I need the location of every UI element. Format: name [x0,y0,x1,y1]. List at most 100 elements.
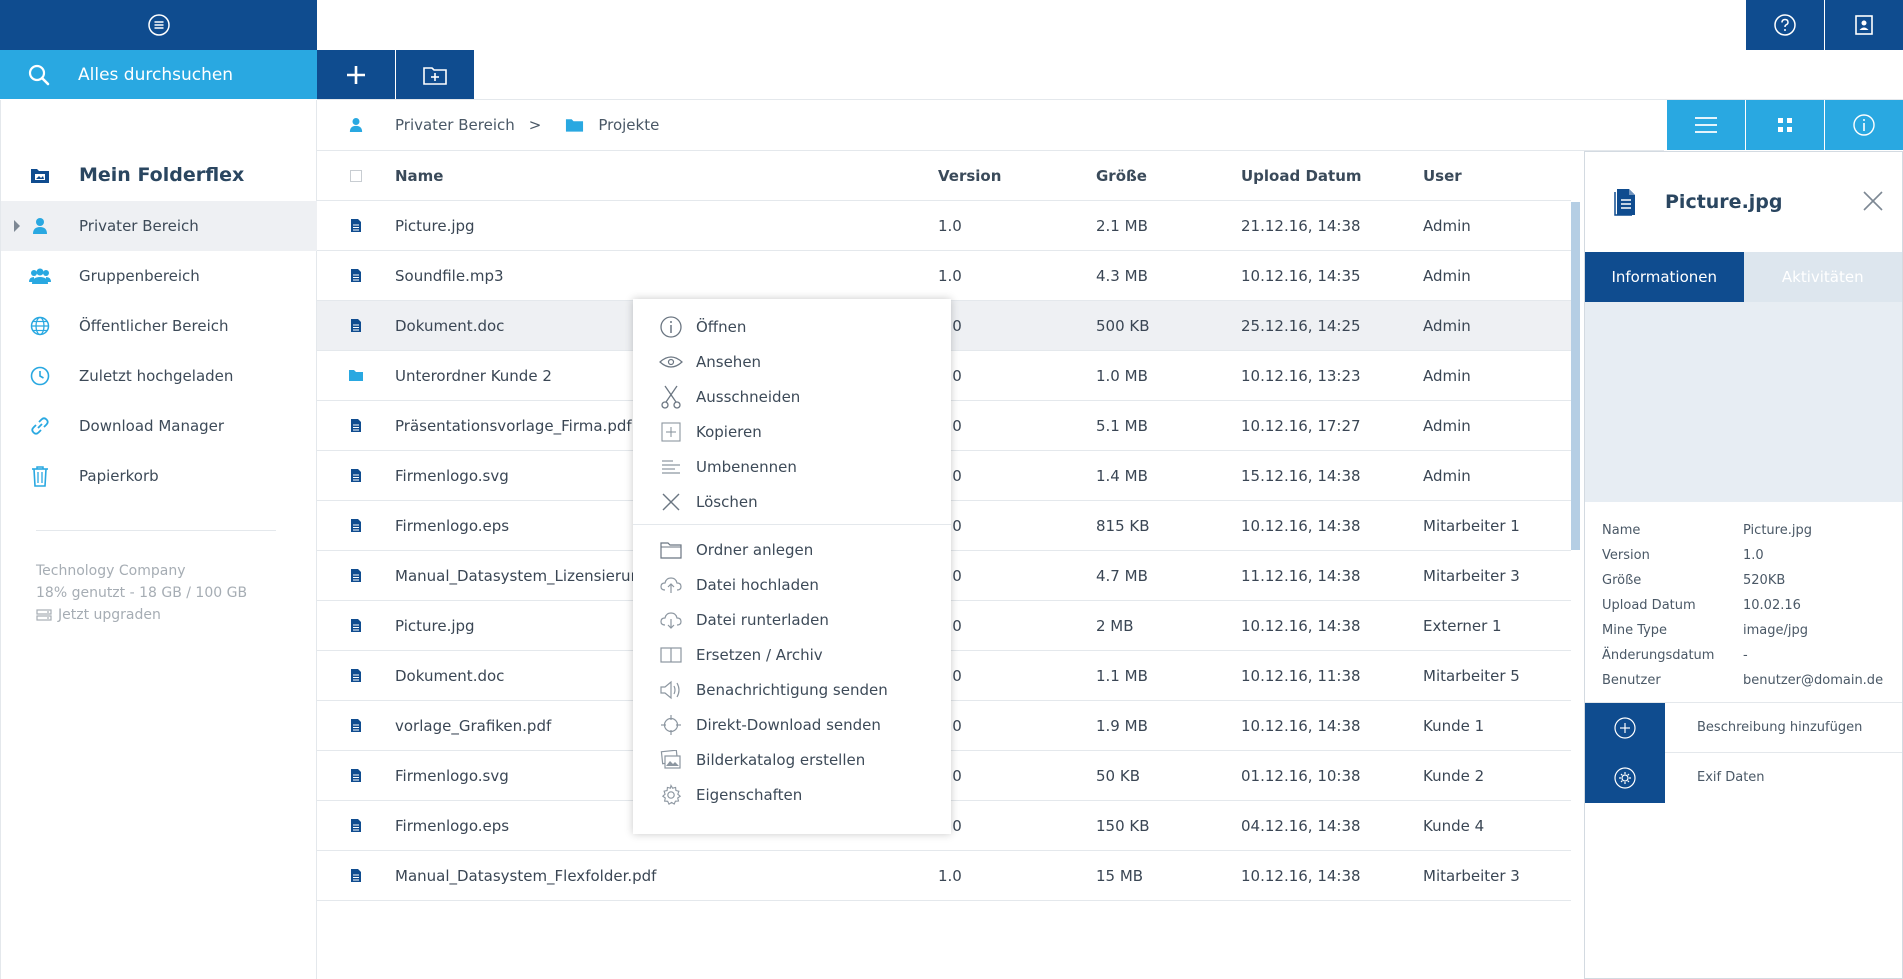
sidebar-item-recent[interactable]: Zuletzt hochgeladen [1,351,317,401]
cell-version: 1.0 [938,517,1096,535]
menu-item-upload[interactable]: Datei hochladen [633,567,951,602]
column-header-name[interactable]: Name [395,166,444,185]
cell-name[interactable]: Firmenlogo.eps [395,516,510,535]
copy-icon [633,421,696,442]
help-button[interactable] [1746,0,1824,50]
close-button[interactable] [1862,190,1884,212]
cell-version: 1.0 [938,367,1096,385]
cell-name[interactable]: Firmenlogo.svg [395,466,509,485]
sidebar-item-private[interactable]: Privater Bereich [1,201,317,251]
cell-name[interactable]: Picture.jpg [395,616,475,635]
cell-version: 1.0 [938,717,1096,735]
column-header-version[interactable]: Version [938,166,1002,185]
list-icon [1695,117,1717,133]
file-preview [1585,302,1902,502]
images-icon [633,749,696,770]
cell-name[interactable]: Picture.jpg [395,216,475,235]
property-value: image/jpg [1743,623,1808,638]
search-input[interactable] [78,64,308,85]
profile-button[interactable] [1825,0,1903,50]
cell-size: 5.1 MB [1096,416,1148,435]
menu-item-image-catalog[interactable]: Bilderkatalog erstellen [633,742,951,777]
menu-item-create-folder[interactable]: Ordner anlegen [633,532,951,567]
cell-name[interactable]: Firmenlogo.eps [395,816,510,835]
context-menu: Öffnen Ansehen Ausschneiden Kopieren Umb… [633,299,951,834]
cell-user: Admin [1423,466,1471,485]
folder-flex-icon [1,166,79,184]
cell-user: Externer 1 [1423,616,1502,635]
menu-item-notify[interactable]: Benachrichtigung senden [633,672,951,707]
cell-name[interactable]: Dokument.doc [395,316,505,335]
menu-item-replace-archive[interactable]: Ersetzen / Archiv [633,637,951,672]
list-view-button[interactable] [1667,100,1745,150]
breadcrumb-current[interactable]: Projekte [598,116,660,134]
sidebar-item-label: Download Manager [79,417,225,435]
menu-item-label: Ordner anlegen [696,540,814,559]
eye-icon [633,354,696,370]
cell-name[interactable]: Firmenlogo.svg [395,766,509,785]
cell-size: 4.3 MB [1096,266,1148,285]
column-header-size[interactable]: Größe [1096,166,1147,185]
new-folder-button[interactable] [396,50,474,99]
menu-item-label: Bilderkatalog erstellen [696,750,866,769]
search-icon [0,63,78,87]
grid-view-button[interactable] [1746,100,1824,150]
table-row[interactable]: Picture.jpg 1.0 2.1 MB 21.12.16, 14:38 Admin [317,201,1571,251]
property-value: 520KB [1743,573,1786,588]
menu-item-view[interactable]: Ansehen [633,344,951,379]
cell-date: 10.12.16, 14:38 [1241,516,1361,535]
sidebar-item-trash[interactable]: Papierkorb [1,451,317,501]
main-menu-button[interactable] [0,0,317,50]
cell-name[interactable]: vorlage_Grafiken.pdf [395,716,552,735]
cell-name[interactable]: Unterordner Kunde 2 [395,366,552,385]
sidebar-item-download-manager[interactable]: Download Manager [1,401,317,451]
cell-size: 2 MB [1096,616,1134,635]
detail-tabs: Informationen Aktivitäten [1585,252,1902,302]
menu-item-label: Ansehen [696,352,762,371]
select-all-checkbox[interactable] [350,169,362,182]
add-button[interactable] [317,50,395,99]
cell-date: 25.12.16, 14:25 [1241,316,1361,335]
column-header-user[interactable]: User [1423,166,1462,185]
breadcrumb-root[interactable]: Privater Bereich [395,116,515,134]
cell-date: 01.12.16, 10:38 [1241,766,1361,785]
cell-name[interactable]: Präsentationsvorlage_Firma.pdf [395,416,632,435]
info-panel-button[interactable] [1825,100,1903,150]
file-icon [317,568,395,583]
cell-date: 10.12.16, 11:38 [1241,666,1361,685]
settings-circle-icon [1585,752,1665,803]
upgrade-link[interactable]: Jetzt upgraden [36,604,247,626]
storage-usage: 18% genutzt - 18 GB / 100 GB [36,585,248,601]
group-icon [1,267,79,285]
cell-name[interactable]: Soundfile.mp3 [395,266,504,285]
menu-item-download[interactable]: Datei runterladen [633,602,951,637]
menu-item-rename[interactable]: Umbenennen [633,449,951,484]
scrollbar[interactable] [1571,202,1580,550]
file-icon [317,718,395,733]
menu-item-copy[interactable]: Kopieren [633,414,951,449]
tab-aktivitaeten[interactable]: Aktivitäten [1743,252,1902,302]
info-icon [633,315,696,339]
menu-item-cut[interactable]: Ausschneiden [633,379,951,414]
table-row[interactable]: Manual_Datasystem_Flexfolder.pdf 1.0 15 MB… [317,851,1571,901]
menu-item-delete[interactable]: Löschen [633,484,951,519]
menu-item-open[interactable]: Öffnen [633,309,951,344]
add-description-button[interactable]: Beschreibung hinzufügen [1585,702,1902,753]
column-header-date[interactable]: Upload Datum [1241,166,1362,185]
cell-name[interactable]: Manual_Datasystem_Flexfolder.pdf [395,866,657,885]
sidebar-item-public[interactable]: Öffentlicher Bereich [1,301,317,351]
table-row[interactable]: Soundfile.mp3 1.0 4.3 MB 10.12.16, 14:35 Adm… [317,251,1571,301]
storage-info: Technology Company 18% genutzt - 18 GB /… [36,560,247,626]
sidebar-item-group[interactable]: Gruppenbereich [1,251,317,301]
document-icon [1585,188,1665,216]
file-icon [317,818,395,833]
cell-date: 10.12.16, 17:27 [1241,416,1361,435]
menu-item-direct-download[interactable]: Direkt-Download senden [633,707,951,742]
exif-data-button[interactable]: Exif Daten [1585,752,1902,803]
cell-name[interactable]: Dokument.doc [395,666,505,685]
file-icon [317,618,395,633]
menu-item-properties[interactable]: Eigenschaften [633,777,951,812]
expand-caret-icon[interactable] [14,220,20,232]
tab-informationen[interactable]: Informationen [1585,252,1744,302]
gear-icon [633,783,696,806]
